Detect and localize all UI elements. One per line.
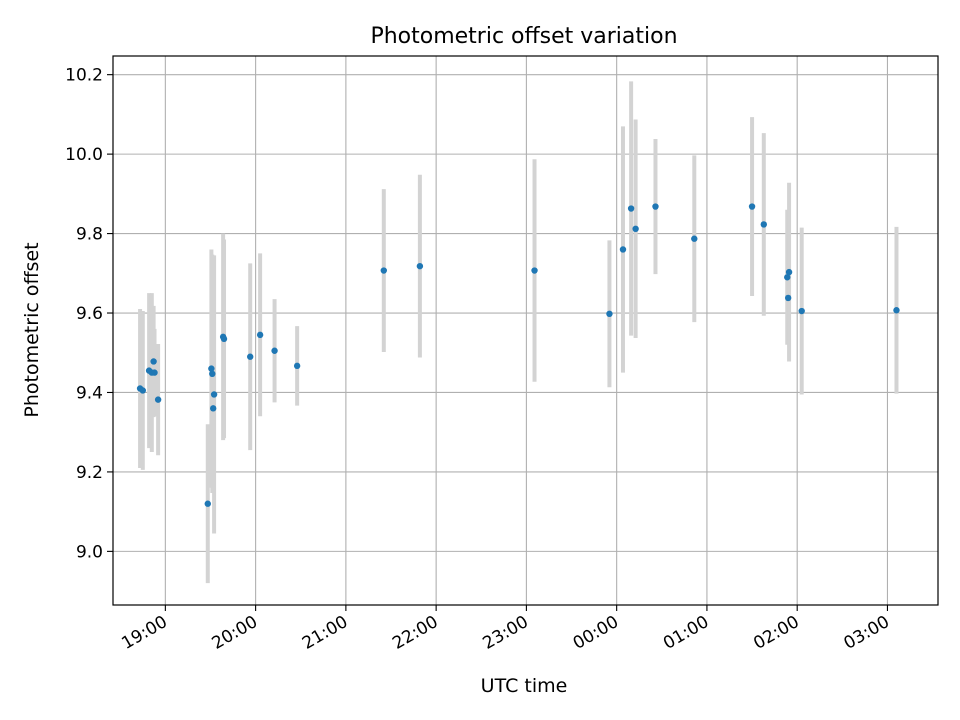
data-point (785, 268, 793, 276)
data-point (210, 391, 218, 398)
chart-title: Photometric offset variation (370, 24, 677, 49)
data-point (380, 267, 387, 274)
grid (113, 56, 938, 605)
y-tick-label: 9.4 (76, 383, 103, 403)
data-point (246, 353, 254, 360)
plot-frame (112, 55, 939, 606)
data-point (416, 262, 424, 270)
y-tick-label: 10.0 (65, 145, 103, 165)
data-point (150, 358, 157, 365)
data-point (606, 310, 613, 318)
data-point (627, 205, 635, 212)
data-point (798, 307, 805, 315)
data-point (154, 396, 162, 403)
y-tick-label: 9.2 (76, 463, 103, 483)
data-point (208, 365, 215, 372)
data-point (204, 500, 211, 507)
y-axis: 9.0 9.2 9.4 9.6 9.8 10.0 10.2 (65, 66, 113, 562)
y-tick-label: 10.2 (65, 66, 103, 86)
data-points (136, 203, 900, 507)
data-point (632, 225, 639, 233)
y-axis-label: Photometric offset (21, 242, 43, 417)
data-point (691, 235, 698, 242)
data-point (652, 203, 659, 210)
data-point (209, 405, 217, 412)
data-point (209, 370, 216, 378)
data-point (760, 221, 767, 228)
data-point (256, 331, 264, 339)
data-point (151, 369, 158, 376)
data-point (784, 274, 791, 281)
data-point (784, 294, 792, 302)
data-point (220, 335, 228, 343)
data-point (531, 267, 538, 274)
data-point (893, 307, 900, 314)
x-axis-label: UTC time (481, 675, 568, 697)
y-tick-label: 9.6 (76, 304, 103, 324)
data-point (271, 347, 278, 354)
data-point (619, 246, 627, 253)
y-tick-label: 9.0 (76, 542, 103, 562)
data-point (293, 362, 301, 370)
data-point (139, 387, 146, 394)
y-tick-label: 9.8 (76, 225, 103, 245)
data-point (748, 203, 756, 210)
